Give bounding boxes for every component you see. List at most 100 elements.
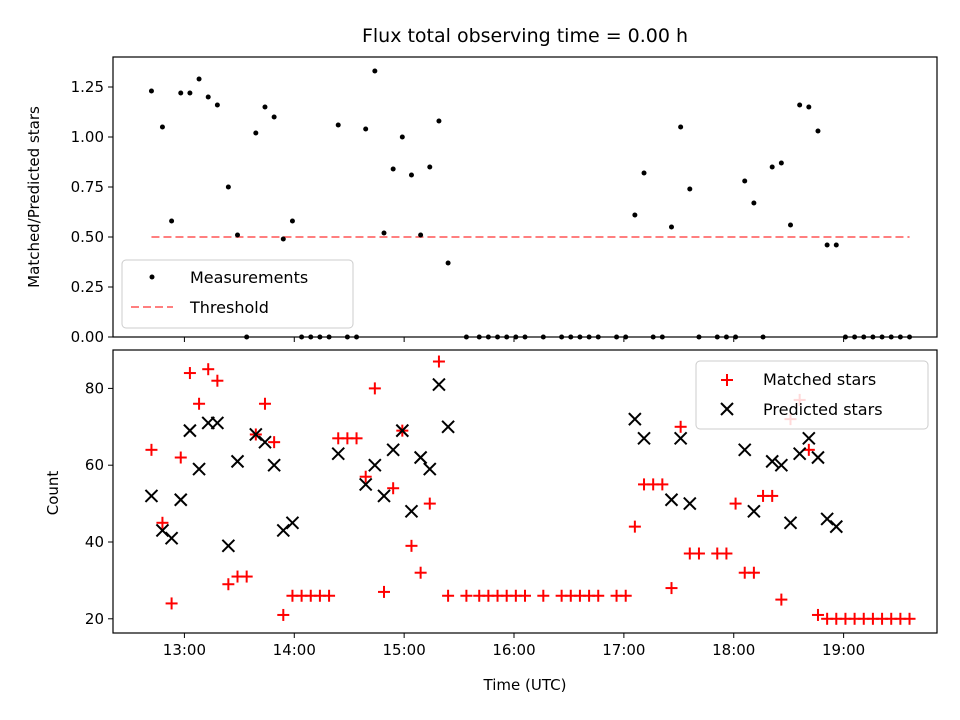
predicted-star-point	[792, 446, 807, 461]
measurement-point	[205, 94, 211, 100]
measurement-point	[806, 104, 812, 110]
predicted-star-point	[331, 446, 345, 461]
matched-star-point	[359, 470, 372, 483]
predicted-star-point	[258, 435, 272, 449]
predicted-star-point	[164, 531, 179, 545]
measurement-point	[271, 114, 277, 120]
matched-star-point	[432, 355, 445, 368]
measurements-panel: Flux total observing time = 0.00 h Match…	[25, 25, 938, 346]
predicted-star-point	[395, 423, 410, 438]
y-ticks-ratio: 0.00 0.25 0.50 0.75 1.00 1.25	[71, 78, 113, 346]
legend-label-threshold: Threshold	[189, 298, 269, 317]
predicted-star-point	[358, 477, 373, 492]
measurement-point	[687, 186, 693, 192]
matched-star-point	[387, 482, 400, 495]
matched-star-point	[202, 363, 215, 376]
x-tick-label: 18:00	[712, 641, 755, 659]
predicted-star-point	[174, 493, 188, 507]
legend-label-predicted: Predicted stars	[763, 400, 883, 419]
matched-star-point	[405, 539, 418, 552]
x-tick-label: 14:00	[273, 641, 316, 659]
predicted-star-point	[155, 523, 170, 538]
measurement-point	[678, 124, 684, 130]
x-tick-label: 16:00	[492, 641, 535, 659]
x-tick-label: 17:00	[602, 641, 645, 659]
y-tick-label: 80	[85, 379, 104, 397]
matched-stars-series	[145, 355, 916, 625]
y-tick-label: 0.25	[71, 278, 104, 296]
y-axis-label-count: Count	[44, 471, 62, 516]
legend-box-bottom	[695, 360, 929, 430]
matched-star-point	[519, 589, 531, 602]
measurement-point	[335, 122, 341, 128]
predicted-star-point	[441, 420, 455, 434]
matched-star-point	[903, 612, 916, 625]
predicted-star-point	[423, 462, 437, 476]
measurement-point	[751, 200, 757, 206]
predicted-star-point	[637, 431, 651, 446]
predicted-star-point	[628, 412, 642, 426]
y-tick-label: 0.50	[71, 228, 104, 246]
matched-star-point	[747, 566, 760, 579]
matched-star-point	[665, 582, 678, 595]
matched-star-point	[193, 397, 206, 410]
legend-label-matched: Matched stars	[763, 370, 876, 389]
matched-star-point	[145, 443, 158, 456]
predicted-star-point	[811, 450, 825, 465]
matched-star-point	[592, 589, 605, 602]
plot-frame-top	[112, 56, 938, 338]
measurement-point	[778, 160, 784, 166]
matched-star-point	[368, 382, 381, 395]
predicted-star-point	[386, 443, 400, 457]
matched-star-point	[277, 608, 290, 621]
y-tick-label: 0.75	[71, 178, 104, 196]
predicted-star-point	[267, 458, 281, 472]
matched-star-point	[240, 570, 253, 583]
predicted-star-point	[774, 458, 789, 472]
measurement-point	[253, 130, 259, 136]
predicted-star-point	[413, 450, 428, 465]
matched-star-point	[165, 597, 178, 610]
matched-star-point	[692, 547, 705, 560]
x-tick-label: 19:00	[822, 641, 865, 659]
matched-star-point	[211, 374, 224, 387]
measurement-point	[280, 236, 286, 242]
matched-star-point	[674, 420, 687, 433]
legend-bottom: Matched stars Predicted stars	[695, 360, 929, 430]
plot-frame-bottom	[112, 349, 938, 634]
matched-star-point	[811, 608, 824, 621]
measurement-point	[214, 102, 220, 108]
matched-star-point	[442, 589, 455, 602]
predicted-star-point	[683, 496, 697, 511]
y-tick-label: 0.00	[71, 328, 104, 346]
y-ticks-count: 20 40 60 80	[85, 379, 113, 628]
matched-star-point	[350, 432, 363, 445]
measurement-point	[235, 232, 241, 238]
measurement-point	[399, 134, 405, 140]
matched-star-point	[720, 547, 733, 560]
x-tick-label: 13:00	[163, 641, 206, 659]
predicted-star-point	[738, 443, 752, 457]
predicted-star-point	[664, 493, 679, 507]
matched-star-point	[183, 367, 196, 380]
predicted-star-point	[221, 539, 236, 553]
measurement-point	[742, 178, 748, 184]
matched-star-point	[268, 436, 281, 449]
legend-label-measurements: Measurements	[190, 268, 308, 287]
matched-star-point	[628, 520, 641, 533]
measurement-point	[833, 242, 839, 248]
predicted-star-point	[432, 377, 446, 392]
predicted-star-point	[673, 431, 688, 446]
y-tick-label: 40	[85, 533, 104, 551]
legend-top: Measurements Threshold	[121, 259, 354, 329]
predicted-star-point	[820, 512, 834, 526]
matched-star-point	[423, 497, 436, 510]
measurement-point	[225, 184, 231, 190]
measurement-point	[262, 104, 268, 110]
predicted-star-point	[276, 523, 291, 538]
matched-star-point	[775, 593, 788, 606]
measurement-point	[169, 218, 175, 224]
matched-star-point	[766, 489, 779, 502]
matched-star-point	[656, 478, 669, 491]
